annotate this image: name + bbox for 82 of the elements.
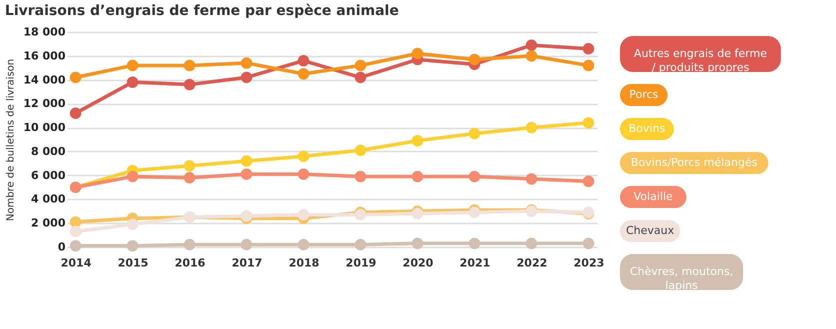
point (526, 173, 538, 185)
point (298, 54, 310, 66)
point (240, 72, 252, 84)
x-tick-label: 2018 (288, 256, 320, 270)
point (412, 208, 424, 220)
point (526, 122, 538, 134)
point (298, 150, 310, 162)
point (240, 210, 252, 222)
point (468, 128, 480, 140)
text: Volaille (634, 190, 673, 203)
point (184, 78, 196, 90)
y-tick-label: 8 000 (31, 144, 66, 158)
point (354, 60, 366, 72)
chart-title: Livraisons d’engrais de ferme par espèce animale (4, 3, 399, 19)
y-tick-label: 0 (58, 240, 66, 254)
point (412, 48, 424, 60)
point (412, 170, 424, 182)
point (70, 216, 82, 228)
point (240, 238, 252, 250)
point (70, 226, 82, 238)
y-tick-label: 14 000 (23, 73, 66, 86)
point (184, 172, 196, 184)
point (412, 238, 424, 250)
point (70, 72, 82, 84)
point (70, 240, 82, 252)
x-tick-label: 2022 (516, 256, 548, 270)
point (412, 135, 424, 146)
point (70, 108, 82, 119)
point (240, 57, 252, 69)
point (184, 238, 196, 250)
y-tick-label: 12 000 (23, 97, 66, 110)
point (126, 218, 138, 230)
text: Chevaux (626, 224, 675, 237)
text: Porcs (629, 88, 659, 101)
point (526, 39, 538, 51)
y-tick-label: 16 000 (23, 49, 66, 62)
point (468, 206, 480, 218)
point (240, 168, 252, 180)
text: Autres engrais de ferme / produits propres (634, 47, 768, 74)
point (126, 240, 138, 252)
point (582, 43, 594, 54)
y-tick-label: 10 000 (23, 121, 66, 134)
x-tick-label: 2015 (118, 256, 148, 270)
y-tick-label: 18 000 (23, 26, 66, 38)
point (468, 54, 480, 66)
y-tick-label: 6 000 (31, 168, 66, 182)
point (126, 170, 138, 182)
point (126, 76, 138, 88)
x-tick-label: 2019 (346, 256, 376, 270)
y-axis-title: Nombre de bulletins de livraison (5, 58, 16, 222)
point (354, 170, 366, 182)
x-tick-label: 2017 (232, 256, 262, 270)
point (298, 168, 310, 180)
point (468, 238, 480, 250)
point (354, 72, 366, 84)
point (582, 238, 594, 250)
y-tick-label: 4 000 (31, 192, 66, 206)
point (126, 60, 138, 72)
point (354, 144, 366, 156)
point (354, 209, 366, 220)
x-tick-label: 2014 (60, 256, 92, 270)
point (468, 170, 480, 182)
point (298, 209, 310, 220)
point (582, 117, 594, 128)
text: Bovins/Porcs mélangés (630, 156, 758, 169)
point (582, 60, 594, 72)
point (354, 238, 366, 250)
y-tick-label: 2 000 (31, 216, 66, 230)
point (240, 155, 252, 167)
point (184, 160, 196, 172)
point (298, 238, 310, 250)
point (526, 238, 538, 250)
text: Bovins (628, 122, 666, 135)
text: Chèvres, moutons, lapins (630, 265, 734, 292)
point (298, 68, 310, 80)
x-tick-label: 2023 (574, 256, 604, 270)
point (582, 176, 594, 187)
point (526, 50, 538, 62)
x-tick-label: 2020 (402, 256, 434, 270)
x-tick-label: 2021 (460, 256, 490, 270)
point (184, 60, 196, 72)
x-tick-label: 2016 (174, 256, 206, 270)
